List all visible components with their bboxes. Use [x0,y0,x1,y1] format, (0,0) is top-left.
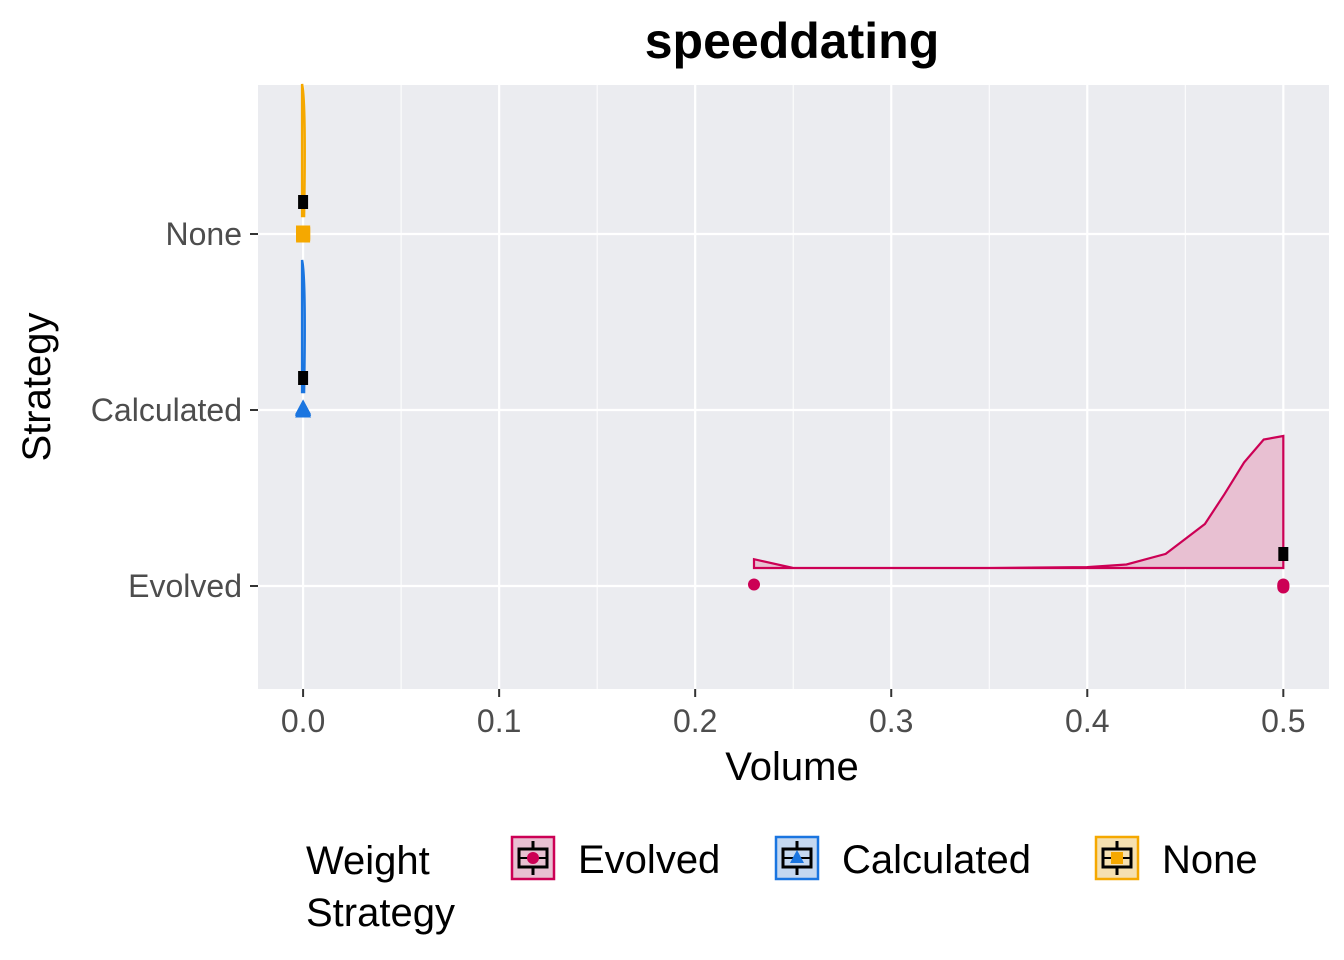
boxplot-median [1278,547,1289,561]
x-tick-label: 0.2 [673,703,717,739]
legend-title-line-1: Weight [306,839,430,883]
data-layer [295,83,1290,594]
x-tick-label: 0.5 [1261,703,1305,739]
data-point [1277,580,1290,592]
legend-label: None [1162,838,1258,882]
legend-entry-evolved: Evolved [510,835,720,882]
legend-title: Weight Strategy [306,839,455,935]
legend-key-marker [790,850,804,863]
legend-label: Calculated [842,838,1031,882]
legend-entry-none: None [1094,835,1258,882]
x-tick-label: 0.4 [1065,703,1109,739]
legend-title-line-2: Strategy [306,891,455,935]
density-evolved [752,434,1285,570]
series-none [296,83,311,243]
legend: Weight Strategy Evolved Calculated None [306,835,1258,935]
axes: 0.0 0.1 0.2 0.3 0.4 0.5 Evolved Calculated None [91,216,1306,739]
series-evolved [747,434,1290,594]
data-point [747,578,760,591]
boxplot-median [298,371,309,385]
x-tick-label: 0.1 [477,703,521,739]
data-point [296,227,311,241]
legend-key-marker [1111,852,1123,864]
chart-title: speeddating [645,13,939,69]
y-axis-title: Strategy [15,313,59,462]
series-calculated [295,259,312,418]
data-point [295,401,312,416]
x-tick-label: 0.3 [869,703,913,739]
legend-entry-calculated: Calculated [774,835,1031,882]
legend-label: Evolved [578,838,720,882]
y-tick-label: Evolved [128,568,242,604]
x-axis-title: Volume [725,745,858,789]
legend-entries: Evolved Calculated None [510,835,1258,882]
boxplot-median [298,195,309,209]
y-tick-label: None [166,216,243,252]
y-tick-label: Calculated [91,392,242,428]
x-tick-label: 0.0 [281,703,325,739]
legend-key-marker [527,852,539,864]
